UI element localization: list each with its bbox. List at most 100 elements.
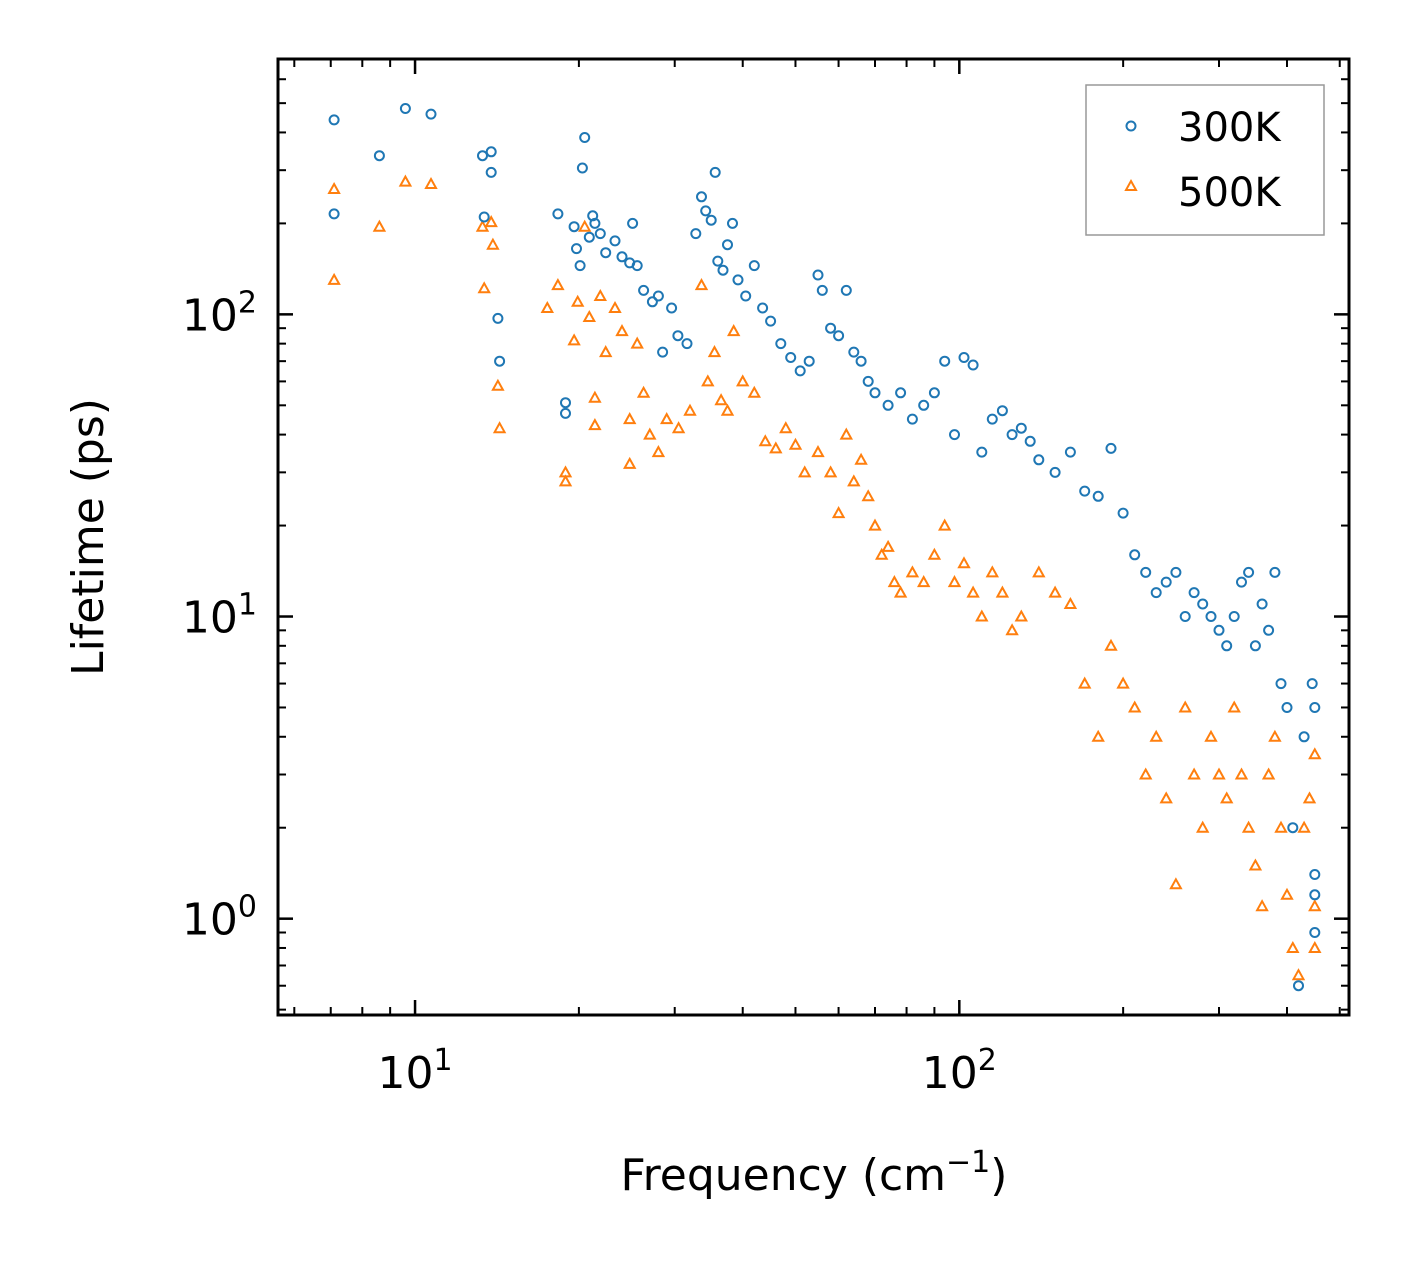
point-300k [1236, 576, 1247, 588]
point-300k [717, 264, 729, 276]
point-300k [1293, 980, 1304, 992]
point-300k [855, 355, 867, 367]
point-300k [328, 114, 340, 126]
point-300k [1249, 640, 1261, 652]
point-500k [861, 489, 875, 502]
point-300k [657, 346, 669, 358]
point-500k [558, 474, 573, 487]
series-500k-points [327, 174, 1322, 981]
point-500k [966, 585, 980, 598]
point-300k [1140, 566, 1152, 578]
point-500k [588, 418, 602, 431]
point-500k [839, 427, 853, 440]
point-500k [887, 575, 902, 588]
point-300k [631, 260, 643, 272]
point-500k [1248, 858, 1263, 871]
x-tick-label: 102 [922, 1043, 997, 1099]
point-300k [1213, 624, 1225, 636]
point-500k [701, 374, 715, 387]
point-300k [906, 413, 918, 425]
point-300k [609, 235, 621, 247]
point-500k [1308, 940, 1322, 953]
point-500k [486, 237, 500, 250]
point-300k [485, 166, 497, 178]
point-300k [560, 407, 571, 419]
point-500k [720, 403, 735, 416]
point-300k [775, 338, 787, 350]
point-300k [740, 290, 752, 302]
point-300k [646, 296, 658, 308]
point-300k [803, 355, 815, 367]
point-500k [1159, 791, 1173, 804]
point-300k [373, 150, 385, 162]
point-300k [816, 284, 828, 296]
point-500k [831, 506, 846, 519]
point-300k [928, 387, 940, 399]
point-500k [1032, 565, 1046, 578]
point-300k [1228, 611, 1240, 622]
point-300k [958, 352, 970, 363]
point-300k [794, 365, 806, 377]
point-500k [1104, 638, 1118, 651]
point-300k [705, 214, 717, 226]
point-300k [1188, 587, 1200, 599]
point-500k [875, 547, 889, 560]
point-300k [709, 166, 721, 178]
point-500k [540, 300, 554, 313]
point-300k [1309, 869, 1321, 880]
point-300k [1150, 587, 1162, 599]
point-300k [976, 446, 988, 458]
point-500k [1149, 729, 1163, 742]
point-300k [1221, 640, 1233, 652]
point-300k [748, 260, 760, 272]
point-500k [1005, 623, 1019, 636]
point-500k [1078, 676, 1092, 689]
point-300k [812, 269, 824, 281]
point-500k [615, 324, 629, 337]
point-300k [1309, 702, 1321, 713]
point-500k [1014, 609, 1028, 622]
point-500k [643, 427, 657, 440]
point-500k [593, 288, 607, 301]
point-500k [975, 609, 989, 622]
point-500k [714, 393, 728, 406]
point-300k [1079, 485, 1091, 497]
point-500k [905, 565, 920, 578]
point-300k [690, 228, 702, 240]
point-300k [652, 290, 664, 302]
point-300k [1309, 927, 1321, 938]
point-300k [1049, 466, 1061, 478]
point-300k [600, 247, 612, 259]
point-300k [666, 302, 678, 314]
y-tick-label: 100 [182, 890, 257, 946]
point-300k [1179, 611, 1191, 622]
point-500k [327, 181, 341, 194]
point-300k [1092, 490, 1104, 502]
point-500k [683, 403, 697, 416]
point-300k [1197, 598, 1209, 610]
legend-box [1085, 84, 1325, 236]
legend-300k-label: 300K [1178, 105, 1282, 151]
point-300k [1205, 611, 1217, 622]
point-500k [1268, 729, 1282, 742]
point-500k [1116, 676, 1130, 689]
point-500k [707, 345, 722, 358]
point-500k [1169, 877, 1183, 890]
point-300k [589, 217, 601, 229]
point-500k [636, 385, 651, 398]
point-300k [672, 330, 684, 342]
point-500k [492, 421, 507, 434]
point-300k [712, 255, 724, 267]
point-300k [696, 191, 707, 203]
point-300k [478, 211, 490, 223]
point-500k [477, 281, 491, 294]
point-500k [1274, 820, 1288, 833]
point-500k [1128, 700, 1142, 713]
point-300k [616, 251, 628, 263]
series-300k-points [328, 103, 1321, 992]
point-300k [785, 352, 797, 363]
point-500k [917, 575, 931, 588]
point-500k [1241, 820, 1256, 833]
point-500k [769, 441, 783, 454]
